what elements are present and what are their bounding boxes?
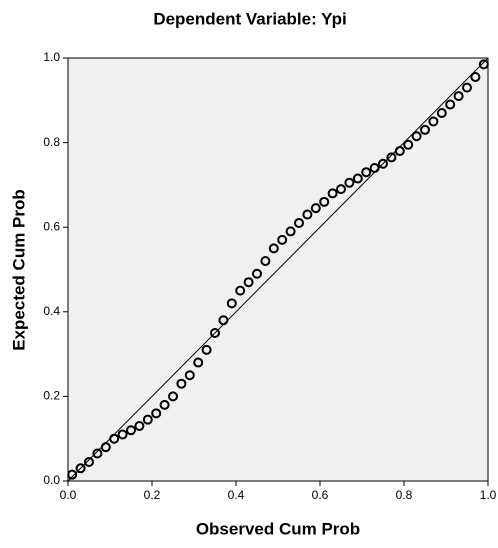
point xyxy=(84,456,94,467)
point xyxy=(159,399,170,410)
point xyxy=(184,370,195,381)
point xyxy=(193,357,204,368)
point xyxy=(67,469,78,480)
point xyxy=(319,196,330,207)
point xyxy=(386,152,397,163)
point xyxy=(478,59,489,70)
x-tick-label: 0.4 xyxy=(228,488,245,502)
point xyxy=(285,226,296,237)
point xyxy=(268,243,279,254)
point xyxy=(462,82,472,93)
point xyxy=(92,448,103,459)
point xyxy=(75,463,86,474)
point xyxy=(142,414,153,425)
point xyxy=(243,277,254,288)
point xyxy=(344,177,355,188)
y-tick-label: 1.0 xyxy=(43,50,60,64)
point xyxy=(201,344,212,355)
x-tick-label: 0.2 xyxy=(144,488,161,502)
point xyxy=(302,209,313,220)
point xyxy=(327,188,338,199)
point xyxy=(226,298,237,309)
point xyxy=(109,433,120,444)
point xyxy=(436,107,447,118)
x-tick-label: 0.6 xyxy=(312,488,329,502)
point xyxy=(117,429,128,440)
reference-line xyxy=(67,57,489,482)
point xyxy=(445,99,456,110)
x-tick-label: 1.0 xyxy=(480,488,497,502)
point xyxy=(310,203,321,214)
point xyxy=(411,131,422,142)
point xyxy=(394,146,405,157)
y-tick-label: 0.2 xyxy=(43,389,60,403)
point xyxy=(378,158,388,169)
point xyxy=(134,421,145,432)
point xyxy=(336,184,346,195)
point xyxy=(420,124,430,135)
point xyxy=(294,217,304,228)
point xyxy=(260,256,271,267)
y-axis-label: Expected Cum Prob xyxy=(9,189,28,351)
point xyxy=(277,234,288,245)
y-tick-label: 0.4 xyxy=(43,304,60,318)
x-tick-label: 0.0 xyxy=(60,488,77,502)
point xyxy=(126,425,136,436)
y-tick-label: 0.6 xyxy=(43,219,60,233)
point xyxy=(453,91,464,102)
point xyxy=(403,139,414,150)
y-tick-label: 0.0 xyxy=(43,473,60,487)
point xyxy=(210,327,220,338)
point xyxy=(151,408,162,419)
point xyxy=(168,391,178,402)
y-tick-label: 0.8 xyxy=(43,135,60,149)
point xyxy=(352,173,363,184)
point xyxy=(176,378,187,389)
x-axis-label: Observed Cum Prob xyxy=(196,519,360,538)
chart-title: Dependent Variable: Ypi xyxy=(153,9,346,28)
x-tick-label: 0.8 xyxy=(396,488,413,502)
point xyxy=(361,167,372,178)
point xyxy=(470,72,481,83)
point xyxy=(218,315,229,326)
point xyxy=(369,162,380,173)
point xyxy=(252,268,262,279)
point xyxy=(428,116,439,127)
point xyxy=(235,285,246,296)
point xyxy=(100,442,111,453)
